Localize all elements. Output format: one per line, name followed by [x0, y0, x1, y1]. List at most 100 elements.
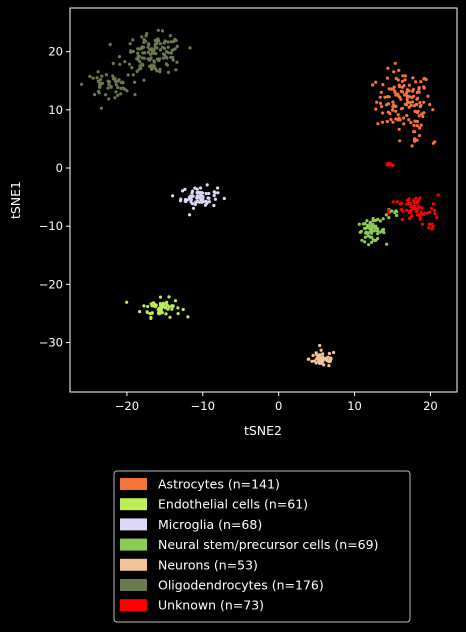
data-point	[392, 70, 396, 74]
data-point	[386, 95, 390, 99]
data-point	[419, 123, 423, 127]
data-point	[360, 238, 364, 242]
data-point	[197, 200, 201, 204]
data-point	[405, 88, 409, 92]
data-point	[123, 87, 127, 91]
data-point	[140, 46, 144, 50]
data-point	[153, 67, 157, 71]
data-point	[394, 104, 398, 109]
data-point	[163, 306, 168, 310]
legend-entry: Oligodendrocytes (n=176)	[158, 578, 324, 593]
data-point	[412, 123, 416, 128]
data-point	[80, 82, 84, 86]
data-point	[420, 222, 424, 226]
data-point	[129, 49, 133, 53]
data-point	[131, 38, 135, 42]
data-point	[189, 200, 193, 204]
data-point	[357, 222, 361, 226]
data-point	[171, 194, 175, 198]
data-point	[380, 105, 384, 109]
data-point	[131, 49, 135, 54]
data-point	[205, 183, 209, 187]
data-point	[142, 304, 146, 308]
data-point	[414, 209, 419, 214]
data-point	[175, 60, 179, 64]
data-point	[364, 231, 368, 235]
y-tick-label: 10	[48, 103, 63, 117]
data-point	[332, 350, 336, 355]
data-point	[137, 54, 141, 58]
data-point	[421, 114, 425, 118]
data-point	[400, 79, 404, 83]
data-point	[145, 31, 149, 36]
series-1	[125, 295, 190, 320]
data-point	[181, 189, 185, 193]
data-point	[193, 202, 197, 207]
data-point	[376, 236, 380, 241]
x-tick-label: 20	[423, 399, 438, 413]
data-point	[158, 67, 162, 71]
data-point	[119, 92, 123, 96]
data-point	[393, 211, 397, 215]
data-point	[414, 80, 418, 84]
data-point	[405, 198, 409, 202]
data-point	[154, 52, 158, 56]
data-point	[431, 108, 435, 112]
legend-entry: Astrocytes (n=141)	[158, 477, 280, 492]
x-tick-label: −10	[191, 399, 215, 413]
data-point	[312, 359, 317, 363]
data-point	[188, 46, 192, 50]
y-axis-label: tSNE1	[8, 181, 23, 219]
data-point	[429, 206, 434, 211]
legend-frame	[113, 470, 411, 623]
data-point	[415, 119, 419, 123]
data-point	[163, 39, 167, 43]
data-point	[417, 198, 421, 202]
data-point	[322, 363, 326, 367]
data-point	[394, 76, 398, 80]
data-point	[138, 310, 142, 314]
data-point	[114, 83, 118, 87]
data-point	[417, 204, 421, 209]
data-point	[167, 295, 171, 299]
data-point	[371, 219, 375, 223]
data-point	[119, 86, 123, 91]
data-point	[96, 70, 100, 74]
data-point	[324, 357, 328, 362]
data-point	[125, 89, 129, 93]
data-point	[168, 34, 172, 38]
data-point	[427, 222, 431, 226]
data-point	[409, 210, 413, 214]
data-point	[420, 206, 424, 210]
data-point	[436, 193, 440, 197]
data-point	[174, 38, 178, 43]
data-point	[428, 102, 432, 107]
data-point	[154, 39, 158, 43]
data-point	[393, 90, 397, 94]
data-point	[406, 100, 410, 104]
data-point	[413, 137, 417, 141]
data-point	[98, 82, 102, 86]
data-point	[121, 81, 125, 85]
data-point	[405, 113, 409, 118]
data-point	[385, 119, 389, 124]
data-point	[146, 50, 150, 55]
data-point	[407, 118, 411, 122]
data-point	[391, 105, 395, 109]
data-point	[190, 189, 195, 193]
legend-entry: Unknown (n=73)	[158, 598, 264, 613]
data-point	[415, 103, 419, 107]
data-point	[108, 42, 112, 47]
data-point	[91, 76, 95, 80]
x-axis-ticks: −20 −10 0 10 20	[115, 392, 438, 413]
data-point	[114, 90, 118, 94]
legend-swatch	[120, 518, 147, 531]
data-point	[397, 68, 401, 72]
data-point	[321, 352, 325, 356]
data-point	[412, 94, 416, 98]
data-point	[400, 106, 404, 110]
data-point	[418, 196, 422, 200]
data-point	[403, 93, 407, 97]
data-point	[417, 90, 421, 94]
data-point	[403, 78, 407, 82]
